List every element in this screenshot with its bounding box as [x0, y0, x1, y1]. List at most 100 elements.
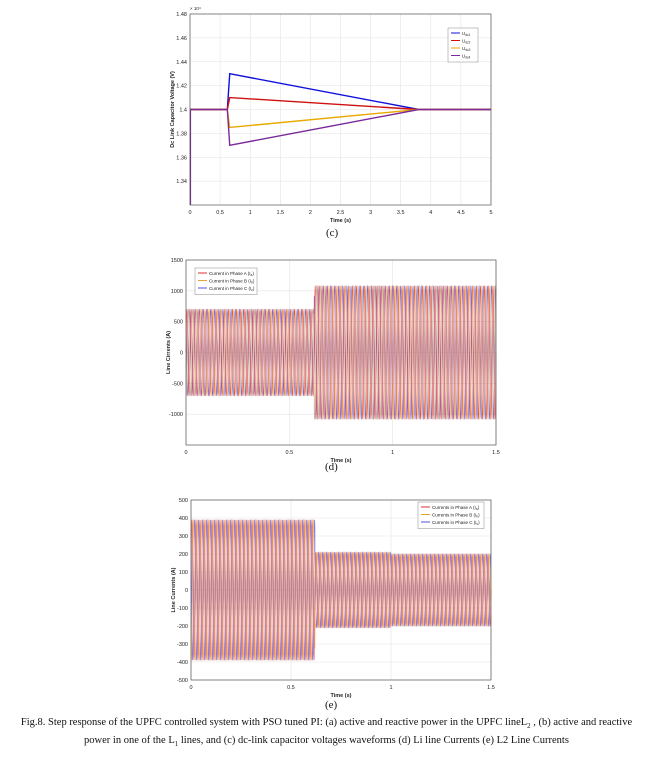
x-tick-label: 0.5 [287, 685, 295, 691]
chart-l1-line-currents: 0 0.5 1 1.5 -1000 -500 0 500 1000 1500 Time (s) Lin… [0, 252, 653, 493]
legend-entry: Udc3 [462, 46, 471, 52]
chart-dc-link-voltage: 0 0.5 1 1.5 2 2.5 3 3.5 4 4.5 5 1.34 1.36 1.38 1.4 1.42… [0, 0, 653, 255]
x-tick-label: 0 [184, 450, 187, 456]
legend-entry-tail: ) [252, 271, 254, 276]
legend-entry-sub: b [476, 515, 478, 519]
plot-frame [189, 13, 492, 206]
y-tick-label: 100 [179, 570, 188, 576]
x-tick-label: 0.5 [286, 450, 294, 456]
y-tick-label: 1.36 [176, 155, 187, 161]
axis-exponent-label: × 10⁴ [190, 6, 201, 11]
legend-entry-text: U [462, 46, 465, 51]
legend-entry: Udc2 [462, 38, 471, 44]
x-tick-label: 1.5 [276, 210, 284, 216]
chart-svg: 0 0.5 1 1.5 -500 -400 -300 -200 -100 0 100 200 300 40… [171, 498, 495, 699]
legend-entry-tail: ) [478, 512, 480, 517]
y-tick-label: 0 [185, 588, 188, 594]
legend-entry-tail: ) [478, 505, 480, 510]
x-axis-label: Time (s) [331, 693, 352, 699]
y-tick-label: 300 [179, 534, 188, 540]
legend-entry: Current in Phase C (Ic) [209, 286, 255, 292]
legend-entry-sub: dc4 [465, 56, 470, 60]
y-tick-label: 1.4 [179, 108, 187, 114]
legend: Current in Phase A (Ia)Current in Phase … [194, 267, 258, 295]
y-tick-label: 1.38 [176, 131, 187, 137]
y-axis-label: Line Currents (A) [171, 567, 177, 612]
caption-sub-2: 1 [174, 739, 179, 748]
series-waveform [190, 519, 492, 661]
legend-entry-text: Current in Phase A (I [209, 271, 251, 276]
legend-entry-tail: ) [253, 286, 255, 291]
x-tick-label: 2 [309, 210, 312, 216]
series-waveform [185, 284, 497, 421]
x-axis-label: Time (s) [330, 218, 351, 224]
x-tick-label: 3.5 [397, 210, 405, 216]
legend-entry: Udc4 [462, 53, 471, 59]
legend-entry-text: U [462, 31, 465, 36]
series-line [190, 108, 491, 147]
legend-entry-sub: dc2 [465, 41, 470, 45]
legend-entry-text: Current in Phase C (I [209, 286, 251, 291]
chart-svg: 0 0.5 1 1.5 2 2.5 3 3.5 4 4.5 5 1.34 1.36 1.38 1.4 1.42… [170, 6, 493, 224]
legend-entry: Current in Phase A (Ia) [209, 271, 254, 277]
y-tick-label: 1.34 [176, 179, 187, 185]
caption-text-3: lines, and (c) dc-link capacitor voltage… [178, 734, 569, 746]
y-tick-label: 1.42 [176, 84, 187, 90]
series-waveform [185, 285, 497, 420]
legend-entry-text: Currents in Phase B (I [432, 512, 476, 517]
x-tick-label: 5 [489, 210, 492, 216]
x-tick-label: 0.5 [216, 210, 224, 216]
y-tick-label: 1.48 [176, 12, 187, 18]
legend-entry: Current in Phase B (Ib) [209, 278, 255, 284]
legend-entry: Udc1 [462, 31, 471, 37]
x-tick-label: 3 [369, 210, 372, 216]
plot-frame [190, 499, 492, 681]
legend-entry: Currents in Phase C (Ic) [432, 520, 480, 526]
legend-entry-text: Currents in Phase A (I [432, 505, 476, 510]
legend-entry-sub: c [477, 522, 479, 526]
legend-entry-sub: b [251, 281, 253, 285]
legend-entry-text: Currents in Phase C (I [432, 520, 477, 525]
y-tick-label: -500 [177, 678, 188, 684]
y-tick-label: 1.46 [176, 36, 187, 42]
plot-frame [185, 259, 497, 446]
x-tick-label: 1.5 [487, 685, 495, 691]
legend-entry-text: U [462, 38, 465, 43]
y-tick-label: 1500 [171, 258, 183, 264]
legend-entry-sub: a [251, 273, 253, 277]
y-tick-label: 200 [179, 552, 188, 558]
legend: Currents in Phase A (Ia)Currents in Phas… [417, 501, 485, 529]
x-axis-label: Time (s) [331, 458, 352, 464]
legend-box [447, 27, 479, 63]
x-tick-label: 1.5 [492, 450, 500, 456]
y-tick-label: 1.44 [176, 60, 187, 66]
y-tick-label: -400 [177, 660, 188, 666]
x-tick-label: 0 [188, 210, 191, 216]
series-waveform [190, 518, 492, 662]
x-tick-label: 4.5 [457, 210, 465, 216]
y-tick-label: -1000 [169, 412, 183, 418]
y-tick-label: -100 [177, 606, 188, 612]
y-tick-label: 400 [179, 516, 188, 522]
x-tick-label: 2.5 [337, 210, 345, 216]
figure-caption: Fig.8. Step response of the UPFC control… [14, 716, 639, 751]
legend-entry-text: Current in Phase B (I [209, 278, 251, 283]
panel-label: (d) [325, 461, 338, 473]
legend-entry-sub: dc1 [465, 33, 470, 37]
legend-entry-sub: dc3 [465, 48, 470, 52]
legend-entry-tail: ) [253, 278, 255, 283]
y-tick-label: 0 [180, 351, 183, 357]
y-axis-label: Line Cirrents (A) [166, 331, 172, 374]
x-tick-label: 1 [391, 450, 394, 456]
y-axis-label: Dc Link Capacitor Voltage (V) [170, 71, 176, 148]
y-tick-label: -500 [172, 381, 183, 387]
legend-box [417, 501, 485, 529]
legend-entry: Currents in Phase A (Ia) [432, 505, 480, 511]
y-tick-label: 500 [179, 498, 188, 504]
y-tick-label: 1000 [171, 289, 183, 295]
chart-svg: 0 0.5 1 1.5 -1000 -500 0 500 1000 1500 Time (s) Lin… [166, 258, 500, 464]
y-tick-label: -300 [177, 642, 188, 648]
panel-label: (c) [326, 227, 339, 239]
legend-box [194, 267, 258, 295]
